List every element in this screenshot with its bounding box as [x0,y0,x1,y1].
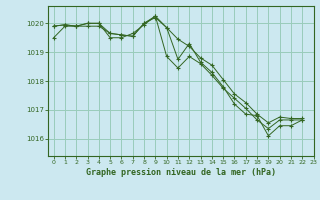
X-axis label: Graphe pression niveau de la mer (hPa): Graphe pression niveau de la mer (hPa) [86,168,276,177]
